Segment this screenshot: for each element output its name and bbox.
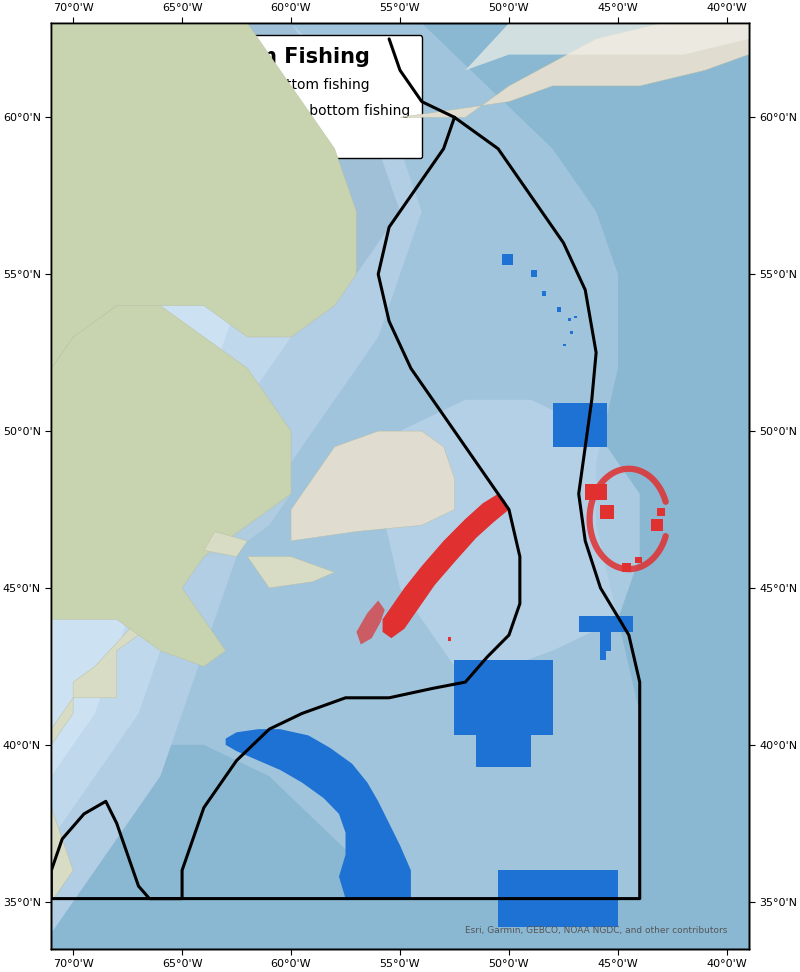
Polygon shape <box>378 399 640 682</box>
Bar <box>650 519 662 532</box>
Legend: VME areas closed to bottom fishing, Seamount areas closed to bottom fishing, Reg: VME areas closed to bottom fishing, Seam… <box>66 35 422 158</box>
Bar <box>601 504 614 519</box>
Polygon shape <box>291 432 454 540</box>
Bar <box>530 902 586 927</box>
Polygon shape <box>138 399 291 557</box>
Bar <box>622 563 631 573</box>
Polygon shape <box>51 23 400 305</box>
Bar <box>530 270 538 277</box>
Bar <box>553 402 607 447</box>
Polygon shape <box>51 23 422 949</box>
Bar <box>454 698 553 736</box>
Polygon shape <box>466 23 749 70</box>
Bar <box>568 318 571 322</box>
Text: Esri, Garmin, GEBCO, NOAA NGDC, and other contributors: Esri, Garmin, GEBCO, NOAA NGDC, and othe… <box>466 926 728 935</box>
Bar <box>657 508 665 516</box>
Polygon shape <box>247 557 334 588</box>
Bar <box>542 291 546 296</box>
Bar <box>601 650 606 660</box>
Bar <box>498 870 618 927</box>
Polygon shape <box>357 601 385 644</box>
Polygon shape <box>204 532 247 557</box>
Polygon shape <box>51 23 247 949</box>
Bar <box>502 254 514 264</box>
Bar <box>570 330 573 333</box>
Polygon shape <box>400 23 749 118</box>
Bar <box>635 557 642 563</box>
Polygon shape <box>51 23 749 949</box>
Polygon shape <box>51 23 640 949</box>
Polygon shape <box>51 305 291 667</box>
Bar <box>476 736 530 767</box>
Bar <box>578 616 633 632</box>
Polygon shape <box>51 619 160 949</box>
Bar <box>586 484 607 501</box>
Bar <box>574 316 577 318</box>
Bar <box>448 637 451 642</box>
Polygon shape <box>51 23 357 368</box>
Polygon shape <box>382 494 509 639</box>
Polygon shape <box>226 729 411 898</box>
Bar <box>454 660 553 698</box>
Bar <box>557 307 561 312</box>
Bar <box>601 632 611 650</box>
Polygon shape <box>51 23 313 949</box>
Bar <box>563 344 566 346</box>
